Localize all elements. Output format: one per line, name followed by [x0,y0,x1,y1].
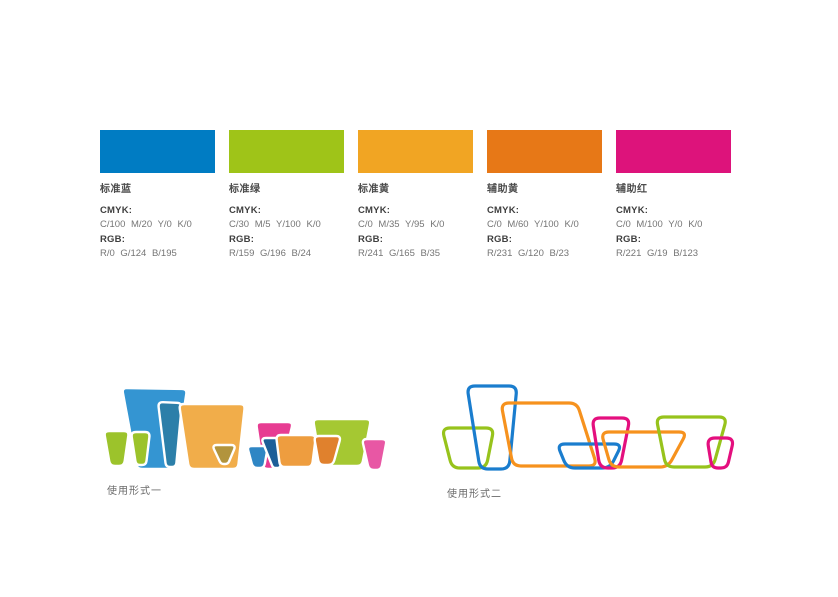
color-name: 标准绿 [229,184,261,195]
rgb-label: RGB: [229,233,255,245]
cmyk-label: CMYK: [358,205,391,216]
logo-shape [706,436,735,470]
color-swatch-aux-yellow [487,130,602,173]
logo-shape [212,443,236,466]
color-swatch-green [229,130,344,173]
color-specs: CMYK: C/100 M/20 Y/0 K/0 RGB: R/0 G/124 … [100,204,216,261]
logo-shape [500,401,597,468]
logo-shape [441,426,495,470]
palette-item-yellow: 标准黄 CMYK: C/0 M/35 Y/95 K/0 RGB: R/241 G… [358,130,474,261]
logo-shape [130,430,151,467]
palette-item-aux-red: 辅助红 CMYK: C/0 M/100 Y/0 K/0 RGB: R/221 G… [616,130,732,261]
logo-shape [601,430,686,469]
rgb-value: R/231 G/120 B/23 [487,247,570,259]
rgb-label: RGB: [100,233,126,245]
cmyk-label: CMYK: [616,205,649,216]
logo-shape [157,401,183,469]
color-swatch-blue [100,130,215,173]
logo-shape [178,402,246,471]
color-name: 辅助黄 [487,184,519,195]
usage-caption-filled: 使用形式一 [107,486,162,497]
color-specs: CMYK: C/30 M/5 Y/100 K/0 RGB: R/159 G/19… [229,204,345,261]
logo-shape [466,384,518,471]
palette-item-aux-yellow: 辅助黄 CMYK: C/0 M/60 Y/100 K/0 RGB: R/231 … [487,130,603,261]
rgb-label: RGB: [616,233,642,245]
palette-item-green: 标准绿 CMYK: C/30 M/5 Y/100 K/0 RGB: R/159 … [229,130,345,261]
rgb-value: R/0 G/124 B/195 [100,247,177,259]
color-specs: CMYK: C/0 M/35 Y/95 K/0 RGB: R/241 G/165… [358,204,474,261]
rgb-value: R/221 G/19 B/123 [616,247,699,259]
logo-shape [557,442,622,470]
logo-shape [361,437,388,472]
cmyk-label: CMYK: [229,205,262,216]
logo-shape [275,433,317,469]
color-name: 辅助红 [616,184,648,195]
color-name: 标准黄 [358,184,390,195]
cmyk-value: C/0 M/35 Y/95 K/0 [358,219,445,231]
rgb-label: RGB: [358,233,384,245]
cmyk-value: C/0 M/100 Y/0 K/0 [616,219,703,231]
color-specs: CMYK: C/0 M/60 Y/100 K/0 RGB: R/231 G/12… [487,204,603,261]
cmyk-value: C/100 M/20 Y/0 K/0 [100,219,192,231]
logo-usage-filled [103,386,388,472]
usage-caption-outline: 使用形式二 [447,489,502,500]
rgb-value: R/241 G/165 B/35 [358,247,441,259]
palette-item-blue: 标准蓝 CMYK: C/100 M/20 Y/0 K/0 RGB: R/0 G/… [100,130,216,261]
cmyk-value: C/0 M/60 Y/100 K/0 [487,219,579,231]
logo-shape [103,429,130,468]
color-swatch-yellow [358,130,473,173]
cmyk-label: CMYK: [487,205,520,216]
color-specs: CMYK: C/0 M/100 Y/0 K/0 RGB: R/221 G/19 … [616,204,732,261]
cmyk-label: CMYK: [100,205,133,216]
logo-shape [246,444,269,470]
cmyk-value: C/30 M/5 Y/100 K/0 [229,219,321,231]
logo-shape [313,434,342,467]
logo-shape [655,415,727,469]
color-name: 标准蓝 [100,184,132,195]
logo-usage-outline [441,384,735,471]
logo-shape [591,416,631,470]
rgb-value: R/159 G/196 B/24 [229,247,312,259]
rgb-label: RGB: [487,233,513,245]
color-swatch-aux-red [616,130,731,173]
